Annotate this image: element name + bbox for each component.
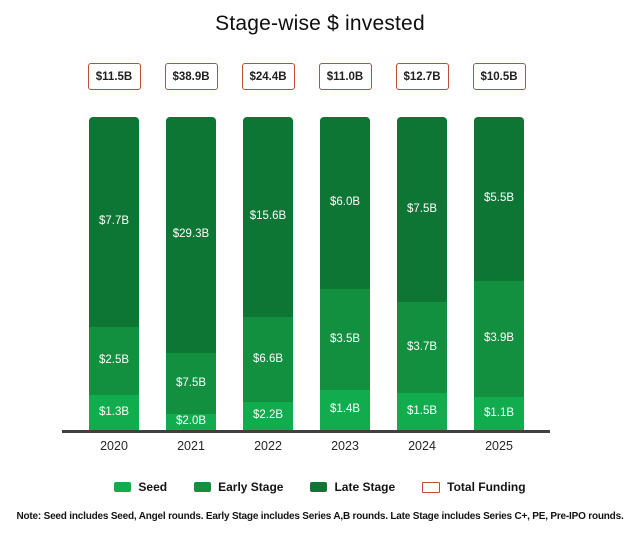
segment-seed-2023: $1.4B [320, 389, 370, 430]
segment-value-label: $5.5B [483, 192, 515, 205]
segment-seed-2020: $1.3B [89, 394, 139, 430]
bar-2020: $7.7B $2.5B $1.3B [89, 117, 139, 430]
segment-value-label: $7.7B [98, 215, 130, 228]
legend-item-late-stage: Late Stage [310, 480, 395, 494]
segment-value-label: $1.3B [98, 405, 130, 418]
total-funding-box-2021: $38.9B [164, 63, 218, 90]
segment-seed-2025: $1.1B [474, 397, 524, 430]
segment-value-label: $1.4B [329, 403, 361, 416]
total-funding-box-2024: $12.7B [395, 63, 449, 90]
segment-late-stage-2020: $7.7B [89, 117, 139, 327]
total-funding-box-2025: $10.5B [472, 63, 526, 90]
segment-early-stage-2024: $3.7B [397, 301, 447, 394]
legend-label-seed: Seed [138, 480, 168, 494]
segment-late-stage-2024: $7.5B [397, 117, 447, 302]
segment-value-label: $15.6B [249, 210, 287, 223]
segment-early-stage-2021: $7.5B [166, 353, 216, 414]
total-funding-swatch [422, 481, 441, 493]
legend-label-total-funding: Total Funding [447, 480, 526, 494]
segment-late-stage-2023: $6.0B [320, 117, 370, 290]
segment-value-label: $3.7B [406, 340, 438, 353]
bar-2023: $6.0B $3.5B $1.4B [320, 117, 370, 430]
segment-value-label: $6.6B [252, 352, 284, 365]
x-axis-line [62, 430, 550, 433]
segment-value-label: $3.5B [329, 332, 361, 345]
segment-late-stage-2025: $5.5B [474, 117, 524, 281]
footnote: Note: Seed includes Seed, Angel rounds. … [16, 511, 624, 522]
segment-late-stage-2022: $15.6B [243, 117, 293, 318]
segment-value-label: $29.3B [172, 228, 210, 241]
segment-value-label: $1.5B [406, 404, 438, 417]
x-axis-label-2020: 2020 [100, 439, 128, 453]
x-axis-label-2025: 2025 [485, 439, 513, 453]
legend-label-late-stage: Late Stage [334, 480, 396, 494]
chart-title: Stage-wise $ invested [215, 12, 425, 35]
bar-2024: $7.5B $3.7B $1.5B [397, 117, 447, 430]
bar-2022: $15.6B $6.6B $2.2B [243, 117, 293, 430]
segment-seed-2021: $2.0B [166, 413, 216, 430]
segment-value-label: $7.5B [406, 202, 438, 215]
legend-label-early-stage: Early Stage [218, 480, 284, 494]
segment-seed-2024: $1.5B [397, 393, 447, 430]
total-funding-box-2022: $24.4B [241, 63, 295, 90]
x-axis-label-2024: 2024 [408, 439, 436, 453]
segment-early-stage-2022: $6.6B [243, 317, 293, 402]
segment-seed-2022: $2.2B [243, 401, 293, 430]
segment-value-label: $2.0B [175, 415, 207, 428]
legend-swatch-seed [114, 482, 132, 492]
segment-early-stage-2025: $3.9B [474, 280, 524, 398]
legend-item-early-stage: Early Stage [194, 480, 283, 494]
legend-swatch-late-stage [310, 482, 328, 492]
x-axis-label-2022: 2022 [254, 439, 282, 453]
bar-2025: $5.5B $3.9B $1.1B [474, 117, 524, 430]
segment-value-label: $2.2B [252, 409, 284, 422]
x-axis-label-2023: 2023 [331, 439, 359, 453]
legend-item-seed: Seed [114, 480, 167, 494]
segment-early-stage-2023: $3.5B [320, 289, 370, 390]
segment-value-label: $2.5B [98, 353, 130, 366]
segment-early-stage-2020: $2.5B [89, 326, 139, 395]
segment-value-label: $7.5B [175, 376, 207, 389]
legend: Seed Early Stage Late Stage Total Funding [0, 480, 640, 494]
x-axis-label-2021: 2021 [177, 439, 205, 453]
segment-late-stage-2021: $29.3B [166, 117, 216, 354]
bar-2021: $29.3B $7.5B $2.0B [166, 117, 216, 430]
total-funding-box-2020: $11.5B [87, 63, 141, 90]
total-funding-box-2023: $11.0B [318, 63, 372, 90]
segment-value-label: $1.1B [483, 406, 515, 419]
segment-value-label: $6.0B [329, 196, 361, 209]
legend-swatch-early-stage [194, 482, 212, 492]
legend-item-total-funding: Total Funding [422, 480, 526, 494]
segment-value-label: $3.9B [483, 332, 515, 345]
